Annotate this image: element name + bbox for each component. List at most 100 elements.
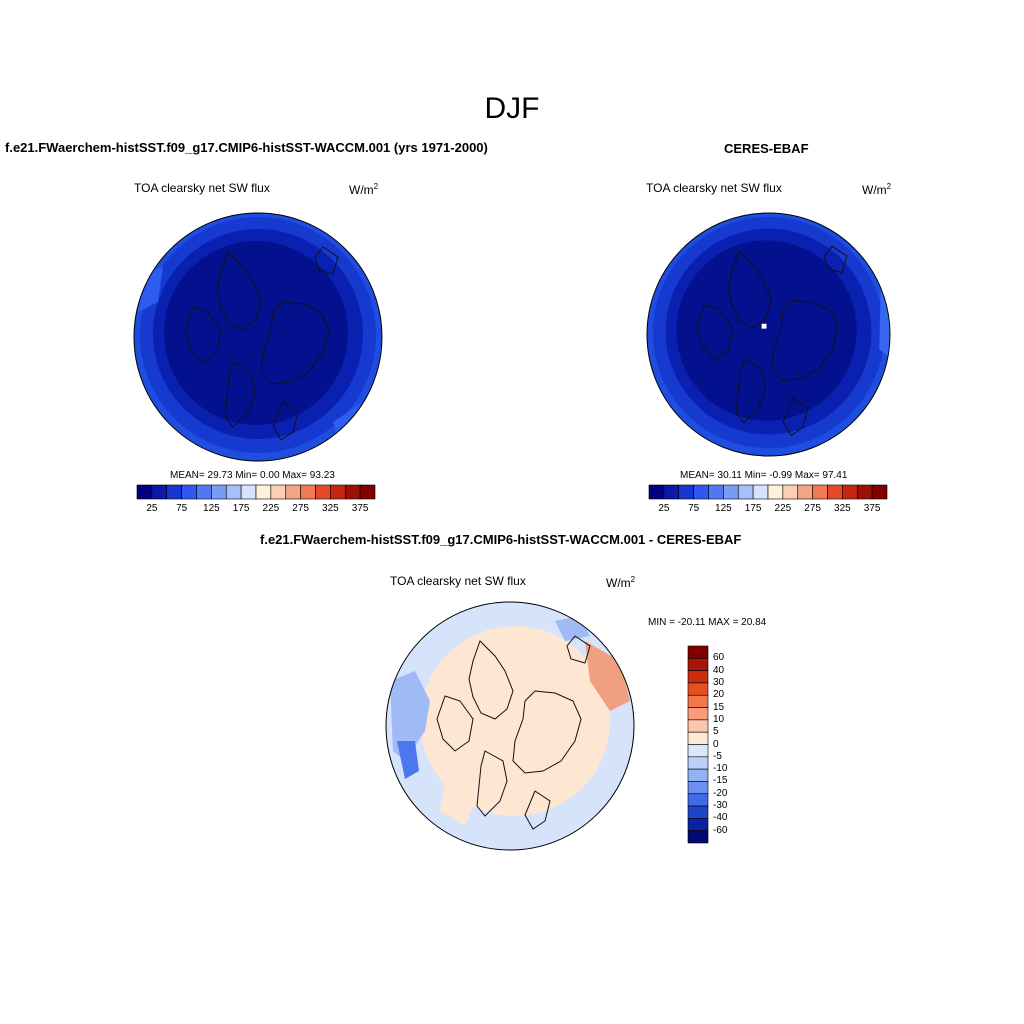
model-colorbar-tick-75: 75 [176,503,188,514]
diff-colorbar-box-1 [687,658,709,671]
model-colorbar-box-14 [344,484,361,500]
diff-colorbar-box-9 [687,756,709,770]
model-colorbar [136,484,376,500]
obs-colorbar-box-1 [663,484,680,500]
model-field-label: TOA clearsky net SW flux [134,181,270,195]
diff-field-layer [386,602,634,850]
model-colorbar-box-7 [240,484,257,500]
obs-polar-map [646,212,891,457]
diff-colorbar [687,645,709,844]
model-stats: MEAN= 29.73 Min= 0.00 Max= 93.23 [170,470,335,481]
diff-colorbar-tick-40: 40 [713,664,725,676]
diff-colorbar-box-4 [687,694,709,708]
diff-colorbar-box-10 [687,768,709,782]
model-panel-title: f.e21.FWaerchem-histSST.f09_g17.CMIP6-hi… [5,140,488,155]
diff-colorbar-tick--5: -5 [713,750,722,762]
diff-field-patch-3 [440,781,475,826]
diff-colorbar-tick--60: -60 [713,824,728,836]
model-colorbar-box-13 [330,484,346,500]
model-field-layer [134,213,382,461]
model-map-border [133,212,383,462]
diff-colorbar-box-15 [687,830,709,844]
diff-colorbar-box-14 [687,818,709,831]
obs-coastline-1 [696,304,733,360]
diff-colorbar-box-3 [687,682,709,696]
model-colorbar-box-9 [270,484,287,500]
model-colorbar-box-8 [255,484,272,500]
model-colorbar-ticks: 25 75 125 175 225 275 325 375 [137,503,375,517]
obs-colorbar-box-5 [723,484,739,500]
model-units-label: W/m2 [349,182,379,197]
obs-colorbar-box-4 [708,484,724,500]
obs-colorbar-box-15 [871,484,888,500]
obs-field-label: TOA clearsky net SW flux [646,181,782,195]
obs-colorbar-box-8 [767,484,784,500]
obs-colorbar-box-10 [797,484,813,500]
obs-colorbar-box-11 [812,484,828,500]
obs-colorbar [648,484,888,500]
model-coastline-0 [216,251,262,331]
diff-colorbar-tick-15: 15 [713,701,725,713]
figure-title: DJF [484,92,540,125]
diff-colorbar-tick--30: -30 [713,800,728,812]
model-polar-map [133,212,383,462]
diff-colorbar-tick-60: 60 [713,652,725,664]
diff-panel-title: f.e21.FWaerchem-histSST.f09_g17.CMIP6-hi… [260,532,742,547]
obs-colorbar-box-7 [752,484,769,500]
obs-panel-title: CERES-EBAF [724,141,809,156]
diff-field-patch-2 [585,641,630,711]
diff-coastline-4 [524,790,551,830]
diff-colorbar-box-13 [687,805,709,819]
model-colorbar-box-12 [315,484,331,500]
obs-colorbar-tick-75: 75 [688,503,700,514]
diff-stats: MIN = -20.11 MAX = 20.84 [648,617,767,628]
model-colorbar-box-11 [300,484,316,500]
diff-colorbar-box-11 [687,781,709,795]
model-field-band-3 [164,241,348,425]
diff-colorbar-ticks: 60 40 30 20 15 10 5 0 -5 -10 -15 -20 -30 -40 -60 [713,646,753,843]
obs-colorbar-box-0 [648,484,665,500]
diff-units-label: W/m2 [606,575,636,590]
diff-colorbar-box-2 [687,670,709,684]
model-colorbar-box-10 [285,484,301,500]
diff-field-patch-1 [397,741,419,779]
diff-map-border [385,601,635,851]
obs-colorbar-ticks: 25 75 125 175 225 275 325 375 [649,503,887,517]
model-coastline-3 [224,361,256,428]
obs-colorbar-box-12 [827,484,843,500]
obs-colorbar-box-14 [856,484,873,500]
diff-colorbar-box-8 [687,744,709,758]
obs-field-layer [646,212,891,457]
diff-colorbar-box-7 [687,731,709,745]
diff-coastline-0 [468,640,514,720]
diff-colorbar-tick-30: 30 [713,676,725,688]
diff-field-band-1 [420,626,610,816]
model-colorbar-tick-275: 275 [292,503,309,514]
obs-coastline-0 [727,250,772,329]
model-colorbar-box-1 [151,484,168,500]
obs-coastline-3 [735,358,767,424]
model-coastline-1 [184,306,222,363]
obs-colorbar-tick-225: 225 [774,503,792,514]
model-colorbar-box-0 [136,484,153,500]
obs-field-band-3 [676,240,857,421]
diff-polar-map [385,601,635,851]
diff-coastline-3 [476,750,508,817]
obs-colorbar-box-3 [693,484,709,500]
model-colorbar-box-4 [196,484,212,500]
obs-stats: MEAN= 30.11 Min= -0.99 Max= 97.41 [680,470,848,481]
diff-colorbar-tick-10: 10 [713,713,725,725]
diff-colorbar-tick--20: -20 [713,787,728,799]
model-colorbar-box-5 [211,484,227,500]
obs-field-patch-1 [761,323,767,329]
diff-colorbar-box-6 [687,719,709,733]
model-colorbar-box-6 [225,484,242,500]
diff-colorbar-tick-0: 0 [713,738,719,750]
diff-colorbar-box-0 [687,645,709,659]
diff-colorbar-box-5 [687,707,709,721]
obs-coastline-5 [823,245,848,274]
diff-coastline-1 [436,695,474,752]
diff-colorbar-tick--40: -40 [713,812,728,824]
model-colorbar-tick-25: 25 [146,503,158,514]
obs-colorbar-tick-325: 325 [834,503,851,514]
